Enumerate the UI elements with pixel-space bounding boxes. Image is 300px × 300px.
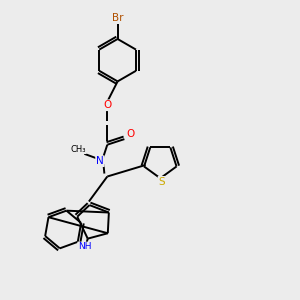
Text: O: O bbox=[103, 100, 111, 110]
Text: N: N bbox=[96, 156, 104, 166]
Text: NH: NH bbox=[78, 242, 92, 251]
Text: Br: Br bbox=[112, 13, 123, 23]
Text: CH₃: CH₃ bbox=[71, 145, 86, 154]
Text: S: S bbox=[158, 177, 165, 187]
Text: O: O bbox=[127, 129, 135, 139]
